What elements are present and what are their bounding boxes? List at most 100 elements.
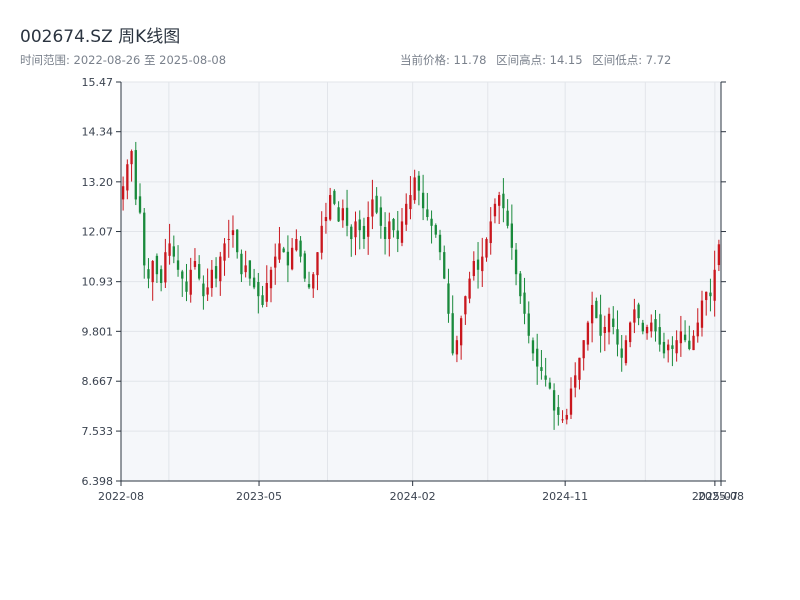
- candle-body: [295, 239, 298, 251]
- candle-body: [261, 295, 264, 305]
- candle-body: [290, 247, 294, 270]
- candle-body: [459, 318, 463, 346]
- current-price-stat: 当前价格: 11.78: [400, 53, 487, 67]
- candle-body: [641, 322, 644, 332]
- candle-body: [688, 340, 691, 349]
- candle-body: [679, 331, 683, 344]
- candle-body: [231, 230, 235, 236]
- candle-body: [265, 282, 268, 302]
- date-range-label: 时间范围: 2022-08-26 至 2025-08-08: [20, 53, 227, 67]
- y-tick-label: 15.47: [82, 76, 114, 89]
- candle-body: [658, 327, 661, 345]
- y-tick-label: 6.398: [82, 475, 114, 488]
- candle-body: [455, 340, 459, 355]
- candle-body: [138, 196, 142, 213]
- candle-body: [569, 388, 573, 415]
- candle-body: [650, 322, 653, 332]
- candle-body: [692, 335, 695, 351]
- candle-body: [662, 341, 666, 354]
- candle-body: [468, 278, 471, 299]
- candle-body: [612, 318, 615, 327]
- candle-body: [561, 419, 564, 421]
- candle-body: [705, 291, 708, 301]
- candles: [121, 141, 721, 430]
- candle-body: [417, 175, 421, 191]
- stats-bar: 当前价格: 11.78 区间高点: 14.15 区间低点: 7.72: [400, 52, 677, 68]
- candle-body: [126, 164, 129, 191]
- candle-body: [130, 151, 133, 165]
- candle-body: [176, 260, 180, 270]
- candle-body: [282, 248, 285, 253]
- candle-body: [544, 375, 547, 380]
- candle-body: [379, 207, 383, 226]
- y-tick-label: 13.20: [82, 176, 114, 189]
- candle-body: [451, 313, 454, 354]
- candle-body: [616, 329, 619, 345]
- candle-body: [548, 382, 552, 389]
- candle-body: [269, 269, 273, 289]
- candle-body: [633, 309, 636, 323]
- candle-body: [168, 243, 171, 256]
- candle-body: [362, 225, 366, 240]
- candle-body: [531, 340, 535, 354]
- candle-body: [506, 210, 509, 226]
- candle-body: [227, 239, 230, 241]
- candle-body: [223, 243, 226, 261]
- candle-body: [667, 344, 670, 351]
- y-tick-label: 12.07: [82, 226, 114, 239]
- candle-body: [607, 313, 611, 333]
- candle-body: [202, 283, 205, 297]
- x-tick-label: 2024-02: [390, 490, 436, 503]
- candle-body: [206, 287, 209, 295]
- candle-body: [405, 203, 408, 225]
- candle-body: [502, 193, 505, 209]
- candle-body: [421, 192, 425, 209]
- candle-body: [514, 249, 518, 275]
- candle-body: [654, 319, 657, 332]
- candle-body: [434, 225, 437, 235]
- candle-body: [367, 217, 370, 237]
- candle-body: [536, 348, 539, 367]
- candle-body: [252, 277, 256, 288]
- candle-body: [443, 252, 446, 279]
- candle-body: [274, 256, 277, 268]
- candle-body: [519, 273, 522, 297]
- candle-body: [341, 208, 344, 221]
- y-tick-label: 10.93: [82, 276, 114, 289]
- candle-body: [557, 407, 560, 415]
- candle-body: [240, 253, 243, 275]
- x-tick-label: 2022-08: [98, 490, 144, 503]
- candle-body: [552, 390, 556, 411]
- candle-body: [540, 367, 543, 371]
- candle-body: [696, 322, 699, 337]
- candle-body: [147, 269, 150, 279]
- candle-body: [498, 195, 501, 206]
- candle-body: [603, 326, 606, 334]
- candle-body: [620, 348, 623, 358]
- candle-body: [574, 375, 577, 388]
- candle-body: [392, 218, 395, 231]
- candle-body: [151, 261, 154, 283]
- candle-body: [337, 207, 340, 222]
- candle-body: [510, 223, 514, 248]
- candle-body: [481, 256, 484, 272]
- candle-body: [350, 226, 353, 240]
- candle-body: [523, 292, 526, 314]
- candle-body: [324, 217, 328, 222]
- candle-body: [527, 313, 530, 336]
- candle-body: [375, 195, 378, 213]
- candle-body: [312, 274, 315, 289]
- candle-body: [134, 150, 137, 200]
- candle-body: [164, 252, 167, 283]
- candle-body: [709, 292, 712, 297]
- candle-body: [426, 209, 429, 218]
- candle-body: [578, 357, 581, 380]
- y-tick-label: 14.34: [82, 126, 114, 139]
- candle-body: [383, 227, 387, 240]
- x-tick-label: 2024-11: [542, 490, 588, 503]
- candle-body: [624, 340, 628, 364]
- candle-body: [299, 240, 302, 257]
- period-high-stat: 区间高点: 14.15: [496, 53, 583, 67]
- candle-body: [307, 284, 311, 288]
